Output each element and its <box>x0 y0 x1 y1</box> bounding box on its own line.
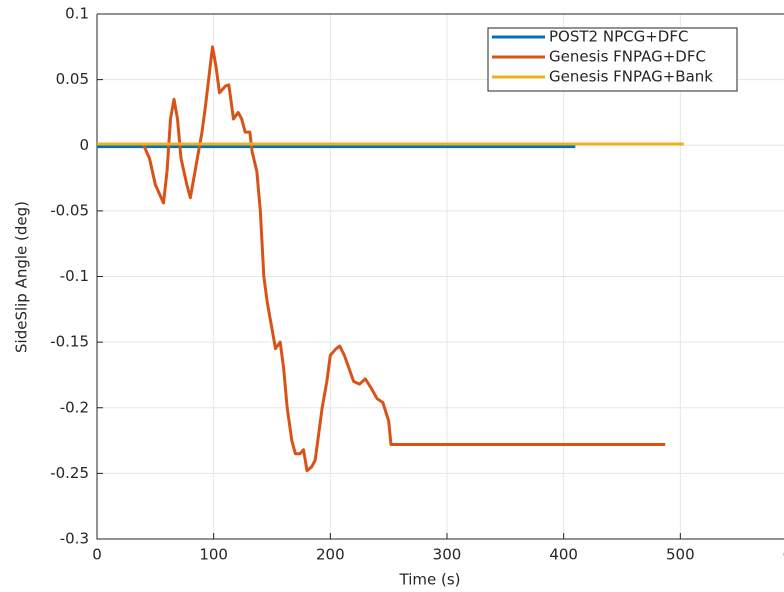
y-tick-label: 0.1 <box>65 5 89 23</box>
legend-label: Genesis FNPAG+DFC <box>549 48 706 66</box>
y-tick-label: -0.2 <box>60 398 89 416</box>
series-line <box>142 45 666 473</box>
x-axis-label: Time (s) <box>399 571 461 589</box>
x-tick-label: 400 <box>549 546 578 564</box>
y-axis-label: SideSlip Angle (deg) <box>13 201 31 353</box>
x-tick-label: 100 <box>199 546 228 564</box>
legend-label: POST2 NPCG+DFC <box>549 28 688 46</box>
y-tick-label: -0.25 <box>50 464 89 482</box>
x-tick-label: 200 <box>316 546 345 564</box>
x-tick-label: 500 <box>666 546 695 564</box>
y-tick-label: -0.3 <box>60 530 89 548</box>
x-tick-label: 0 <box>92 546 102 564</box>
y-tick-label: 0 <box>79 136 89 154</box>
y-tick-label: 0.05 <box>56 70 89 88</box>
axes-box <box>96 13 784 540</box>
x-tick-label: 600 <box>783 546 784 564</box>
x-tick-label: 300 <box>433 546 462 564</box>
y-tick-label: -0.15 <box>50 333 89 351</box>
y-tick-label: -0.05 <box>50 201 89 219</box>
y-tick-label: -0.1 <box>60 267 89 285</box>
legend-label: Genesis FNPAG+Bank <box>549 68 713 86</box>
